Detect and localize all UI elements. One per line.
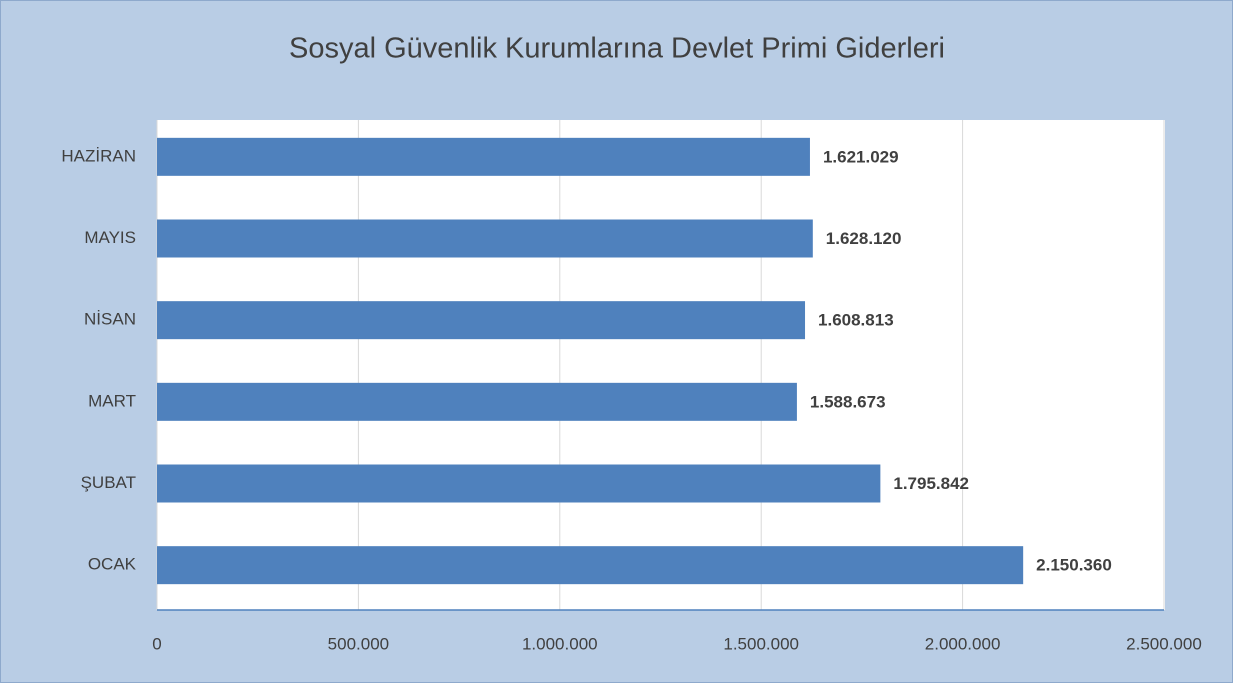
data-label: 1.628.120	[826, 229, 902, 248]
data-label: 1.795.842	[893, 474, 969, 493]
x-tick-label: 500.000	[328, 634, 389, 653]
x-tick-label: 1.000.000	[522, 634, 598, 653]
x-tick-label: 1.500.000	[723, 634, 799, 653]
x-tick-label: 0	[152, 634, 161, 653]
x-tick-label: 2.500.000	[1126, 634, 1202, 653]
chart-title: Sosyal Güvenlik Kurumlarına Devlet Primi…	[289, 33, 945, 65]
bar	[157, 546, 1024, 585]
data-label: 1.608.813	[818, 311, 894, 330]
data-label: 2.150.360	[1036, 556, 1112, 575]
y-tick-label: OCAK	[88, 555, 137, 574]
bar	[157, 464, 881, 503]
y-tick-label: MART	[88, 391, 136, 410]
bar	[157, 219, 813, 258]
y-tick-label: NİSAN	[84, 310, 136, 329]
plot-area	[157, 120, 1165, 610]
y-tick-label: HAZİRAN	[61, 146, 136, 165]
y-tick-label: MAYIS	[84, 228, 136, 247]
bar	[157, 382, 797, 421]
data-label: 1.621.029	[823, 147, 899, 166]
bar	[157, 301, 806, 340]
bar	[157, 137, 810, 176]
y-tick-label: ŞUBAT	[81, 473, 136, 492]
x-tick-label: 2.000.000	[925, 634, 1001, 653]
data-label: 1.588.673	[810, 392, 886, 411]
